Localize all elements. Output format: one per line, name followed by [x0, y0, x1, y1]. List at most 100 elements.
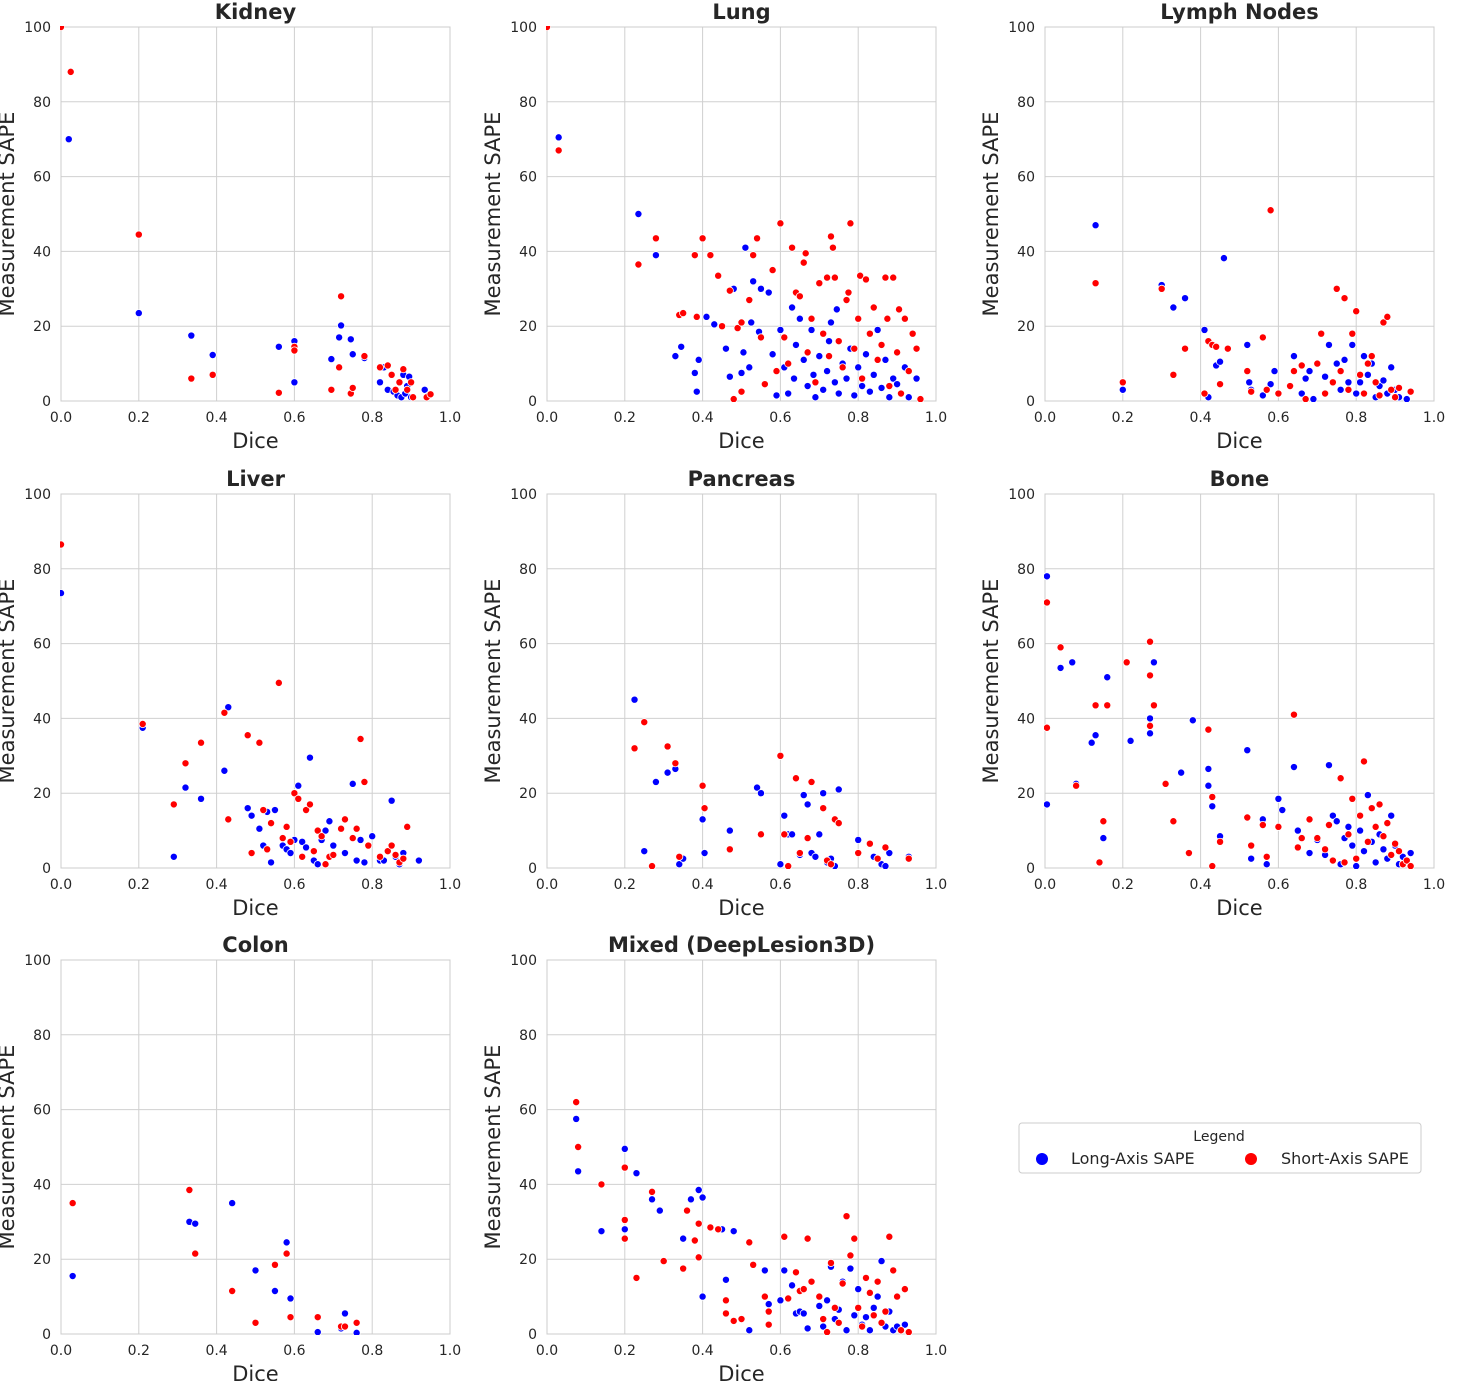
- short-axis-point: [912, 344, 921, 353]
- x-tick-label: 0.6: [283, 1343, 305, 1359]
- long-axis-point: [270, 1286, 279, 1295]
- long-axis-point: [803, 1324, 812, 1333]
- short-axis-point: [1336, 367, 1345, 376]
- short-axis-point: [784, 862, 793, 869]
- short-axis-point: [317, 832, 326, 841]
- x-tick-label: 0.2: [1112, 877, 1134, 893]
- panel-title: Colon: [222, 933, 288, 957]
- long-axis-point: [850, 1311, 859, 1320]
- plot-frame: [60, 959, 451, 1335]
- short-axis-point: [819, 804, 828, 813]
- y-tick-label: 20: [1017, 786, 1035, 802]
- long-axis-point: [1118, 385, 1127, 394]
- long-axis-point: [904, 393, 913, 402]
- plot-area: [61, 494, 450, 868]
- short-axis-point: [799, 1285, 808, 1294]
- long-axis-point: [1387, 363, 1396, 372]
- legend-frame: [1018, 1122, 1422, 1174]
- long-axis-point: [823, 1296, 832, 1305]
- long-axis-point: [1188, 716, 1197, 725]
- x-tick-label: 0.8: [1345, 877, 1367, 893]
- long-axis-point: [784, 389, 793, 398]
- short-axis-point: [834, 819, 843, 828]
- short-axis-point: [169, 800, 178, 809]
- long-axis-point: [1328, 811, 1337, 820]
- long-axis-point: [1324, 340, 1333, 349]
- short-axis-point: [877, 1318, 886, 1327]
- long-axis-point: [414, 856, 423, 865]
- long-axis-point: [671, 352, 680, 361]
- short-axis-point: [1375, 391, 1384, 400]
- long-axis-point: [290, 378, 299, 387]
- short-axis-point: [352, 824, 361, 833]
- short-axis-point: [846, 1251, 855, 1260]
- short-axis-point: [1359, 757, 1368, 766]
- long-axis-point: [348, 779, 357, 788]
- short-axis-point: [337, 292, 346, 301]
- long-axis-point: [1216, 357, 1225, 366]
- short-axis-point: [729, 395, 738, 402]
- long-axis-point: [1321, 372, 1330, 381]
- panel-title: Mixed (DeepLesion3D): [608, 933, 875, 957]
- x-tick-label: 1.0: [925, 1343, 947, 1359]
- short-axis-point: [873, 355, 882, 364]
- long-axis-point: [1219, 254, 1228, 263]
- short-axis-point: [546, 26, 551, 31]
- short-axis-point: [630, 744, 639, 753]
- short-axis-point: [883, 314, 892, 323]
- short-axis-point: [694, 1219, 703, 1228]
- short-axis-point: [834, 337, 843, 346]
- long-axis-point: [1091, 221, 1100, 230]
- x-axis-label: Dice: [718, 429, 764, 453]
- short-axis-point: [1359, 389, 1368, 398]
- short-axis-point: [572, 1098, 581, 1107]
- y-tick-label: 60: [33, 637, 51, 653]
- short-axis-point: [826, 232, 835, 241]
- short-axis-point: [725, 845, 734, 854]
- y-tick-label: 100: [1008, 20, 1035, 36]
- y-tick-label: 100: [24, 487, 51, 503]
- x-tick-label: 0.8: [361, 877, 383, 893]
- short-axis-point: [1274, 389, 1283, 398]
- y-tick-label: 20: [1017, 319, 1035, 335]
- short-axis-point: [247, 849, 256, 858]
- short-axis-point: [679, 309, 688, 318]
- long-axis-point: [220, 766, 229, 775]
- short-axis-point: [1091, 701, 1100, 710]
- short-axis-point: [1216, 837, 1225, 846]
- long-axis-point: [1379, 376, 1388, 385]
- short-axis-point: [873, 1277, 882, 1286]
- long-axis-point: [760, 1266, 769, 1275]
- long-axis-point: [1340, 355, 1349, 364]
- points-mixed-deeplesion3d: [572, 1098, 913, 1335]
- short-axis-point: [683, 1206, 692, 1215]
- long-axis-point: [1270, 367, 1279, 376]
- short-axis-point: [1208, 862, 1217, 869]
- short-axis-point: [1146, 637, 1155, 646]
- long-axis-point: [64, 135, 73, 144]
- long-axis-point: [348, 350, 357, 359]
- short-axis-point: [756, 830, 765, 839]
- short-axis-point: [1387, 385, 1396, 394]
- long-axis-point: [737, 368, 746, 377]
- short-axis-point: [865, 839, 874, 848]
- short-axis-point: [908, 329, 917, 338]
- short-axis-point: [904, 367, 913, 376]
- short-axis-point: [895, 305, 904, 314]
- long-axis-point: [1402, 395, 1411, 402]
- short-axis-point: [340, 815, 349, 824]
- long-axis-point: [663, 768, 672, 777]
- long-axis-point: [1293, 826, 1302, 835]
- plot-frame: [60, 493, 451, 869]
- short-axis-point: [1387, 850, 1396, 859]
- short-axis-point: [1118, 378, 1127, 387]
- short-axis-point: [375, 852, 384, 861]
- short-axis-point: [597, 1180, 606, 1189]
- long-axis-point: [842, 1326, 851, 1335]
- long-axis-point: [679, 1234, 688, 1243]
- short-axis-point: [286, 837, 295, 846]
- short-axis-point: [1328, 856, 1337, 865]
- y-tick-label: 40: [519, 711, 537, 727]
- long-axis-point: [60, 589, 65, 598]
